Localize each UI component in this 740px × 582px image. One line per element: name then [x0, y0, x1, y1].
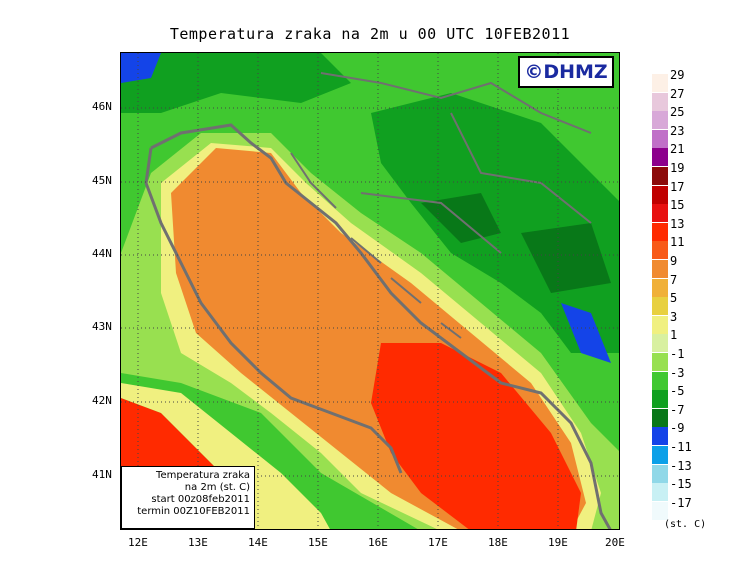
- legend-label: -7: [670, 402, 685, 417]
- legend-swatch: [652, 483, 668, 502]
- southwest-mild-zone: [121, 383, 330, 529]
- legend-swatch: [652, 222, 668, 241]
- legend-swatch: [652, 315, 668, 334]
- lat-label: 46N: [92, 100, 112, 113]
- legend-swatch: [652, 148, 668, 167]
- adriatic-east-coastline: [150, 123, 612, 529]
- legend-label: 23: [670, 123, 685, 138]
- map-title: Temperatura zraka na 2m u 00 UTC 10FEB20…: [169, 25, 571, 43]
- legend-swatch: [652, 167, 668, 185]
- legend-label: 29: [670, 68, 685, 82]
- temperature-map: [120, 52, 620, 530]
- legend-label: -3: [670, 365, 685, 380]
- legend-swatch: [652, 390, 668, 409]
- lat-label: 42N: [92, 394, 112, 407]
- legend-label: 15: [670, 198, 685, 213]
- legend-label: 5: [670, 291, 678, 306]
- map-canvas: [121, 53, 619, 529]
- lon-label: 12E: [128, 536, 148, 549]
- legend-swatch: [652, 408, 668, 427]
- legend-label: -5: [670, 384, 685, 399]
- legend-units: (st. C): [664, 519, 707, 530]
- lat-lon-grid: [121, 53, 619, 529]
- legend-label: 19: [670, 161, 685, 175]
- lon-label: 20E: [605, 536, 625, 549]
- info-line: start 00z08feb2011: [151, 494, 250, 505]
- legend-swatch: [652, 185, 668, 204]
- info-line: Temperatura zraka: [156, 470, 250, 481]
- lon-label: 16E: [368, 536, 388, 549]
- dhmz-logo: ©DHMZ: [518, 56, 614, 88]
- legend-swatch: [652, 353, 668, 371]
- lon-label: 17E: [428, 536, 448, 549]
- alps-cold-zone: [121, 53, 351, 113]
- sea-hot-zone: [371, 343, 581, 529]
- legend-label: 9: [670, 254, 678, 268]
- montenegro-frost-zone: [561, 303, 611, 363]
- legend-label: 11: [670, 235, 685, 250]
- legend-label: 1: [670, 328, 678, 343]
- legend-swatch: [652, 111, 668, 130]
- lon-label: 19E: [548, 536, 568, 549]
- legend-swatch: [652, 427, 668, 446]
- lat-label: 43N: [92, 320, 112, 333]
- lon-label: 18E: [488, 536, 508, 549]
- legend-swatch: [652, 92, 668, 111]
- legend-label: 17: [670, 179, 685, 194]
- legend-label: 27: [670, 86, 685, 101]
- legend-label: 13: [670, 216, 685, 231]
- legend-swatch: [652, 334, 668, 353]
- legend-label: -13: [670, 458, 692, 473]
- lat-label: 45N: [92, 174, 112, 187]
- info-line: na 2m (st. C): [184, 482, 250, 493]
- lon-label: 13E: [188, 536, 208, 549]
- legend-swatch: [652, 260, 668, 278]
- legend-label: -9: [670, 421, 685, 436]
- legend-label: 3: [670, 309, 678, 324]
- legend-swatch: [652, 129, 668, 148]
- legend-label: 21: [670, 142, 685, 157]
- legend-label: 7: [670, 272, 678, 287]
- legend-label: -17: [670, 495, 692, 510]
- legend-swatch: [652, 204, 668, 223]
- legend-label: -11: [670, 440, 692, 454]
- legend-swatch: [652, 501, 668, 520]
- italian-coastline: [144, 147, 403, 474]
- legend-swatch: [652, 278, 668, 297]
- legend-label: -1: [670, 347, 685, 361]
- lat-label: 44N: [92, 247, 112, 260]
- legend-swatch: [652, 371, 668, 390]
- legend-swatch: [652, 74, 668, 92]
- lon-label: 14E: [248, 536, 268, 549]
- alps-frost-zone: [121, 53, 161, 83]
- legend-swatch: [652, 297, 668, 316]
- legend-swatch: [652, 464, 668, 483]
- info-box: Temperatura zraka na 2m (st. C) start 00…: [121, 466, 255, 529]
- legend-label: -15: [670, 477, 692, 492]
- legend-label: 25: [670, 105, 685, 120]
- lat-label: 41N: [92, 468, 112, 481]
- legend-swatch: [652, 241, 668, 260]
- islands-outline: [290, 152, 462, 339]
- inland-very-cold-zone: [421, 193, 611, 293]
- lon-label: 15E: [308, 536, 328, 549]
- info-line: termin 00Z10FEB2011: [137, 506, 250, 517]
- legend-swatch: [652, 446, 668, 464]
- country-borders: [320, 72, 592, 254]
